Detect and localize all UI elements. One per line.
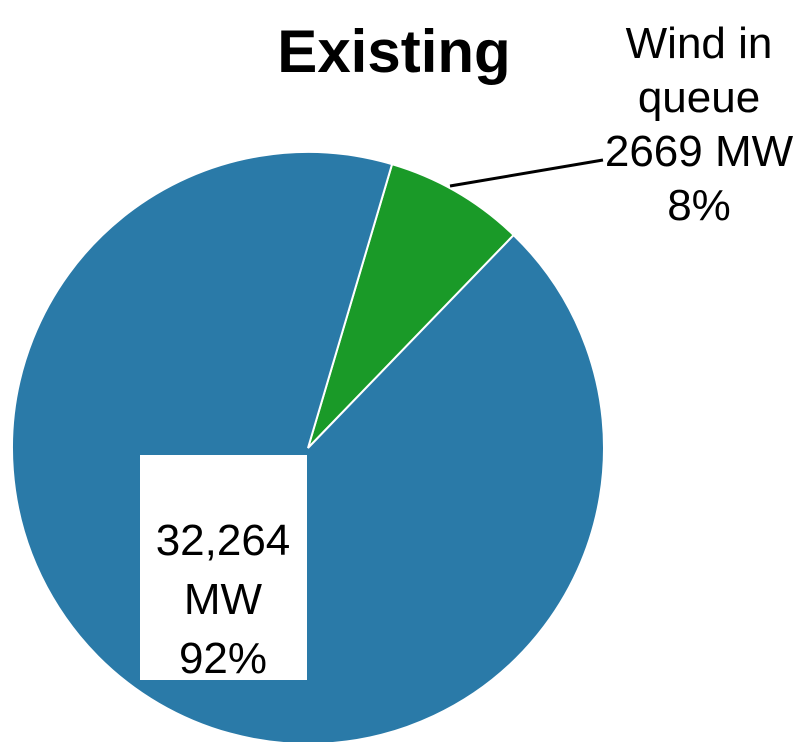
wind-label-line1: Wind in bbox=[626, 19, 773, 68]
pie-slice-wind-in-queue bbox=[307, 162, 516, 449]
wind-label-line4: 8% bbox=[667, 181, 731, 230]
wind-leader-line bbox=[449, 158, 604, 188]
wind-label-line2: queue bbox=[638, 73, 760, 122]
wind-slice-label: Wind in queue 2669 MW 8% bbox=[605, 19, 794, 230]
existing-label-line3: 92% bbox=[179, 634, 267, 683]
pie-slice-existing bbox=[11, 151, 605, 742]
existing-label-box bbox=[140, 455, 307, 680]
wind-label-line3: 2669 MW bbox=[605, 127, 794, 176]
existing-label-line1: 32,264 bbox=[156, 516, 291, 565]
existing-label-line2: MW bbox=[184, 575, 263, 624]
existing-slice-label: 32,264 MW 92% bbox=[140, 455, 307, 683]
pie-slices bbox=[11, 151, 605, 742]
chart-title: Existing bbox=[277, 18, 510, 85]
